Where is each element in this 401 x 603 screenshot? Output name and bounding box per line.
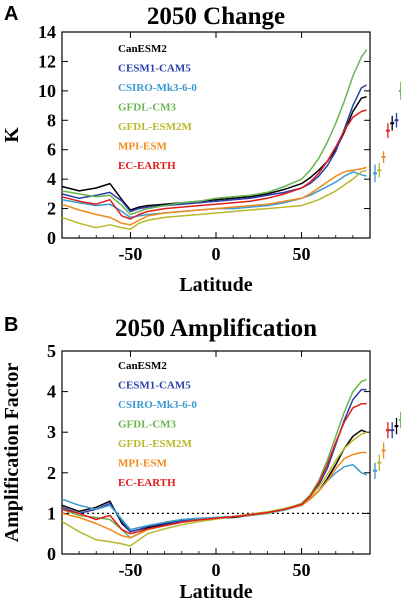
y-tick-label: 2 [47, 199, 56, 219]
error-bar-ec-earth [385, 123, 390, 138]
series-line-canesm2 [61, 429, 367, 533]
legend-entry: CanESM2 [118, 360, 167, 372]
error-bar-cesm1-cam5 [390, 422, 395, 439]
legend-entry: MPI-ESM [118, 141, 168, 153]
legend-entry: CESM1-CAM5 [118, 63, 191, 75]
y-tick-label: 1 [47, 503, 56, 523]
error-bar-cesm1-cam5 [394, 112, 399, 128]
error-bar-csiro-mk3-6-0 [373, 164, 377, 183]
error-bar-canesm2 [390, 115, 395, 131]
legend-entry: EC-EARTH [118, 477, 176, 489]
y-tick-label: 0 [47, 228, 56, 248]
series-line-cesm1-cam5 [61, 84, 367, 213]
series-line-gfdl-cm3 [61, 49, 368, 216]
panel-b: B 2050 Amplification 0 1 2 3 4 5 -50 0 50 Latitude A… [1, 314, 401, 603]
y-tick-label: 6 [47, 140, 56, 160]
x-tick-label: 0 [212, 560, 221, 580]
y-tick-label: 2 [47, 463, 56, 483]
series-line-cesm1-cam5 [61, 388, 367, 533]
y-tick-label: 3 [47, 422, 56, 442]
y-tick-label: 10 [38, 81, 56, 101]
error-bar-mpi-esm [381, 442, 386, 459]
error-bar-gfdl-esm2m [377, 162, 382, 178]
y-tick-label: 14 [38, 22, 56, 42]
x-tick-label: 50 [293, 560, 311, 580]
x-axis-label: Latitude [179, 274, 252, 296]
chart-title: 2050 Change [147, 3, 285, 30]
series-line-csiro-mk3-6-0 [61, 171, 367, 219]
x-tick-label: -50 [118, 560, 142, 580]
legend-entry: CanESM2 [118, 43, 167, 55]
series-line-ec-earth [61, 403, 367, 535]
legend-entry: CESM1-CAM5 [118, 380, 191, 392]
y-tick-label: 4 [47, 169, 56, 189]
legend-entry: GFDL-CM3 [118, 102, 177, 114]
legend-entry: CSIRO-Mk3-6-0 [118, 399, 197, 411]
y-axis-label: Amplification Factor [1, 363, 23, 543]
legend-entry: MPI-ESM [118, 458, 168, 470]
panel-letter: A [4, 3, 18, 25]
y-tick-label: 5 [47, 341, 56, 361]
plot-frame [61, 31, 371, 239]
plot-frame [61, 350, 371, 555]
x-axis-label: Latitude [179, 581, 252, 603]
panel-a: A 2050 Change 0 2 4 6 8 10 12 14 -50 0 50 Latitude K Ca… [1, 3, 401, 296]
y-tick-label: 8 [47, 110, 56, 130]
series-line-mpi-esm [61, 451, 367, 539]
legend-entry: GFDL-ESM2M [118, 438, 193, 450]
error-bar-gfdl-esm2m [377, 454, 382, 471]
series-line-gfdl-esm2m [61, 169, 367, 230]
legend-entry: CSIRO-Mk3-6-0 [118, 82, 197, 94]
legend-entry: GFDL-CM3 [118, 419, 177, 431]
y-axis-label: K [1, 127, 23, 143]
x-tick-label: 50 [293, 244, 311, 264]
error-bar-csiro-mk3-6-0 [373, 462, 377, 479]
x-tick-label: -50 [118, 244, 142, 264]
panel-letter: B [4, 314, 18, 336]
error-bar-mpi-esm [381, 151, 386, 163]
y-tick-label: 4 [47, 382, 56, 402]
series-line-mpi-esm [61, 166, 367, 226]
legend-entry: GFDL-ESM2M [118, 121, 193, 133]
y-tick-label: 0 [47, 544, 56, 564]
y-tick-label: 12 [38, 51, 56, 71]
legend-entry: EC-EARTH [118, 160, 176, 172]
chart-title: 2050 Amplification [115, 315, 317, 342]
error-bar-ec-earth [385, 422, 390, 439]
error-bar-canesm2 [394, 417, 399, 435]
x-tick-label: 0 [212, 244, 221, 264]
series-line-gfdl-cm3 [61, 378, 367, 539]
series-line-ec-earth [61, 109, 367, 220]
